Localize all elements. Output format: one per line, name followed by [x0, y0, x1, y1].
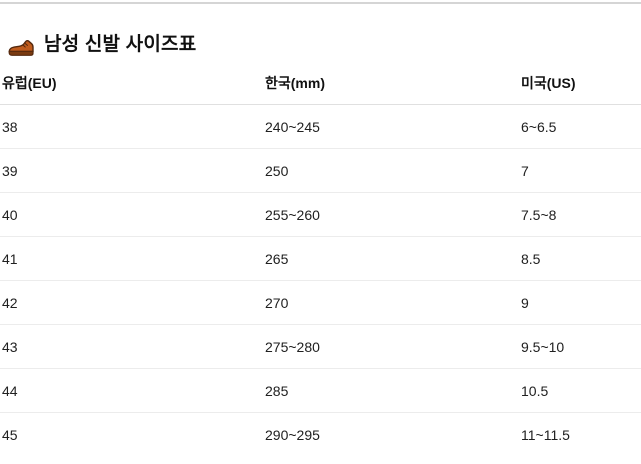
size-table-header: 유럽(EU) 한국(mm) 미국(US) — [0, 61, 641, 105]
cell-us: 8.5 — [519, 236, 641, 281]
cell-us: 11~11.5 — [521, 426, 570, 443]
column-header-eu: 유럽(EU) — [0, 61, 263, 105]
cell-us: 6~6.5 — [519, 104, 641, 149]
table-row: 45 290~295 11~11.5 — [0, 413, 641, 457]
top-divider — [0, 2, 641, 4]
table-row: 42 270 9 — [0, 280, 641, 325]
cell-us: 9 — [519, 280, 641, 325]
table-row: 40 255~260 7.5~8 — [0, 192, 641, 237]
table-row: 43 275~280 9.5~10 — [0, 324, 641, 369]
cell-mm: 255~260 — [263, 192, 519, 237]
table-row: 38 240~245 6~6.5 — [0, 104, 641, 149]
header-row: 유럽(EU) 한국(mm) 미국(US) — [0, 61, 641, 105]
cell-mm: 285 — [263, 368, 519, 413]
table-row: 39 250 7 — [0, 148, 641, 193]
cell-eu: 43 — [0, 324, 263, 369]
cell-eu: 45 — [2, 426, 18, 443]
cell-eu: 40 — [0, 192, 263, 237]
cell-eu: 39 — [0, 148, 263, 193]
cell-mm: 250 — [263, 148, 519, 193]
cell-us: 10.5 — [519, 368, 641, 413]
column-header-mm: 한국(mm) — [263, 61, 519, 105]
cell-us: 9.5~10 — [519, 324, 641, 369]
cell-mm: 270 — [263, 280, 519, 325]
section-header: 남성 신발 사이즈표 — [0, 4, 641, 57]
cell-eu: 38 — [0, 104, 263, 149]
cell-eu: 44 — [0, 368, 263, 413]
cell-mm: 265 — [263, 236, 519, 281]
mans-shoe-icon — [8, 39, 34, 56]
size-table: 유럽(EU) 한국(mm) 미국(US) 38 240~245 6~6.5 39… — [0, 61, 641, 456]
cell-mm: 240~245 — [263, 104, 519, 149]
size-table-body: 38 240~245 6~6.5 39 250 7 40 255~260 7.5… — [0, 104, 641, 457]
table-row: 44 285 10.5 — [0, 368, 641, 413]
cell-eu: 42 — [0, 280, 263, 325]
column-header-us: 미국(US) — [519, 61, 641, 105]
cell-mm: 275~280 — [263, 324, 519, 369]
table-row: 41 265 8.5 — [0, 236, 641, 281]
cell-us: 7.5~8 — [519, 192, 641, 237]
page-title: 남성 신발 사이즈표 — [44, 34, 197, 55]
cell-eu: 41 — [0, 236, 263, 281]
cell-mm: 290~295 — [265, 426, 320, 443]
cell-us: 7 — [519, 148, 641, 193]
